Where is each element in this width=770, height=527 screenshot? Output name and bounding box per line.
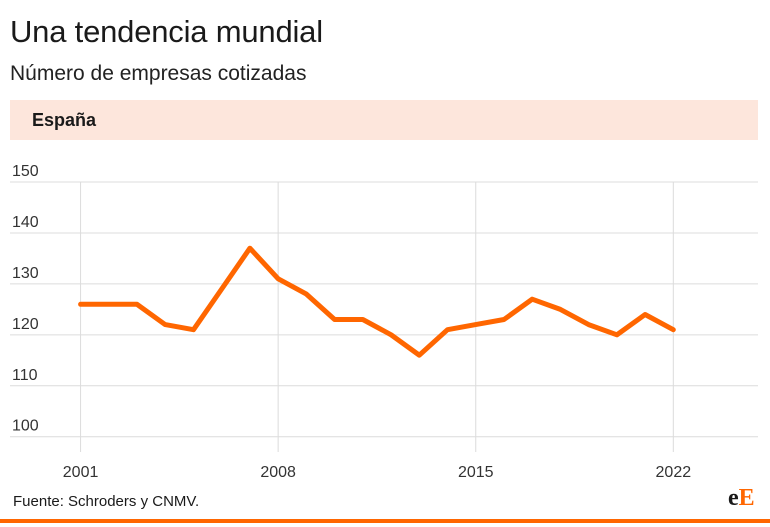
tick-label-layer: 100 110 120 130 140 150 2001 2008 2015 2022 (12, 163, 691, 481)
y-tick-label: 150 (12, 163, 39, 180)
chart-subtitle: Número de empresas cotizadas (10, 62, 307, 85)
source-note: Fuente: Schroders y CNMV. (13, 493, 200, 510)
y-tick-label: 100 (12, 418, 39, 435)
x-tick-label: 2022 (656, 464, 692, 481)
panel-header: España (10, 100, 758, 140)
x-tick-label: 2015 (458, 464, 494, 481)
series-layer (78, 245, 676, 358)
y-tick-label: 140 (12, 214, 39, 231)
y-tick-label: 130 (12, 265, 39, 282)
panel-label: España (32, 110, 97, 130)
series-line (78, 245, 676, 358)
x-tick-label: 2001 (63, 464, 99, 481)
line-chart: 100 110 120 130 140 150 2001 2008 2015 2022 (10, 163, 758, 481)
grid-layer (10, 181, 758, 452)
chart-title: Una tendencia mundial (10, 14, 323, 49)
y-tick-label: 120 (12, 316, 39, 333)
bottom-rule (0, 519, 770, 523)
x-tick-label: 2008 (260, 464, 296, 481)
brand-logo: eE (728, 485, 755, 511)
y-tick-label: 110 (12, 367, 38, 384)
